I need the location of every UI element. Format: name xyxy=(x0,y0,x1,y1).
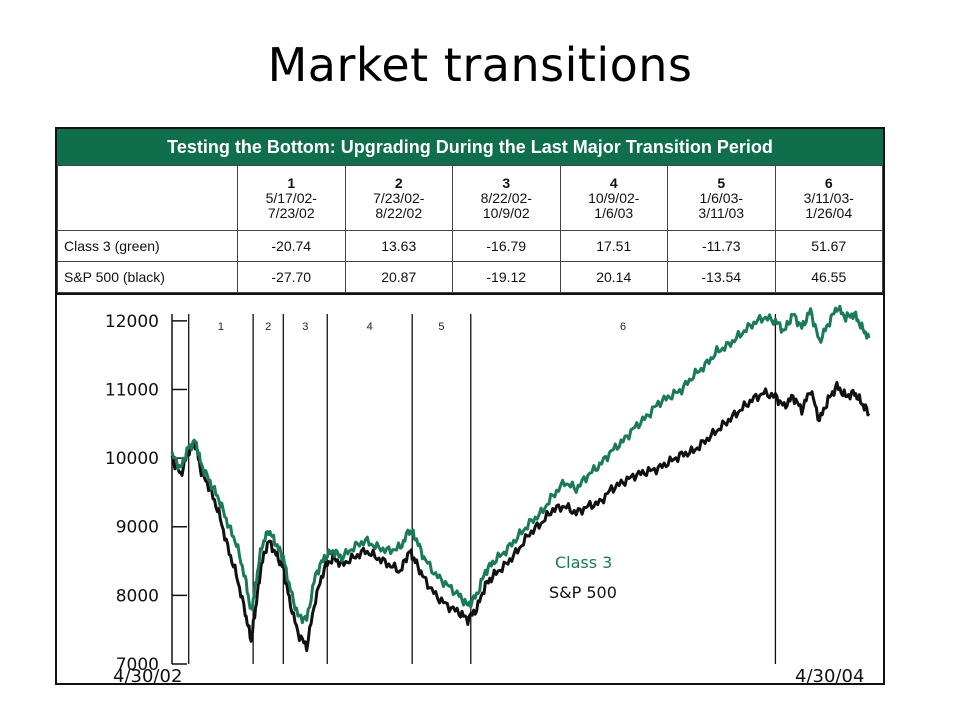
period-start: 1/6/03- xyxy=(699,189,744,206)
table-cell: -19.12 xyxy=(452,261,561,293)
table-cell: 20.87 xyxy=(344,261,453,293)
annotation-class3: Class 3 xyxy=(555,553,612,572)
period-number: 6 xyxy=(824,174,833,191)
period-end: 1/26/04 xyxy=(805,204,853,221)
table-cell: 13.63 xyxy=(344,230,453,262)
period-number: 1 xyxy=(287,174,296,191)
y-tick-label: 12000 xyxy=(105,312,159,332)
period-3-header: 3 8/22/02- 10/9/02 xyxy=(452,165,561,231)
y-tick-label: 8000 xyxy=(116,586,159,606)
table-cell: 17.51 xyxy=(559,230,668,262)
table-cell: 46.55 xyxy=(774,261,883,293)
period-6-header: 6 3/11/03- 1/26/04 xyxy=(774,165,883,231)
period-end: 10/9/02 xyxy=(482,204,530,221)
y-tick-label: 10000 xyxy=(105,449,159,469)
y-tick-label: 9000 xyxy=(116,518,159,538)
line-chart: 7000 8000 9000 10000 11000 12000 1 2 3 4 5 6 Class… xyxy=(55,293,885,684)
period-4-header: 4 10/9/02- 1/6/03 xyxy=(559,165,668,231)
period-5-header: 5 1/6/03- 3/11/03 xyxy=(667,165,776,231)
period-2-header: 2 7/23/02- 8/22/02 xyxy=(344,165,453,231)
table-banner: Testing the Bottom: Upgrading During the… xyxy=(57,129,883,165)
series-line-class3 xyxy=(170,304,871,625)
period-start: 5/17/02- xyxy=(265,189,317,206)
annotation-sp500: S&P 500 xyxy=(549,583,617,602)
period-start: 3/11/03- xyxy=(803,189,854,206)
period-end: 1/6/03 xyxy=(594,204,634,221)
period-1-header: 1 5/17/02- 7/23/02 xyxy=(237,165,346,231)
period-number: 2 xyxy=(394,174,403,191)
x-end-label: 4/30/04 xyxy=(795,666,864,684)
transition-table: 1 5/17/02- 7/23/02 2 7/23/02- 8/22/02 3 8/22/… xyxy=(57,165,883,293)
table-cell: -11.73 xyxy=(667,230,776,262)
y-tick-label: 7000 xyxy=(116,655,159,675)
period-label: 1 xyxy=(218,321,224,333)
table-cell: 20.14 xyxy=(559,261,668,293)
period-start: 7/23/02- xyxy=(373,189,425,206)
period-label: 4 xyxy=(367,321,373,333)
table-cell: -20.74 xyxy=(237,230,346,262)
period-number: 3 xyxy=(502,174,511,191)
period-end: 7/23/02 xyxy=(267,204,315,221)
table-cell: -27.70 xyxy=(237,261,346,293)
period-end: 3/11/03 xyxy=(698,204,745,221)
table-cell: -13.54 xyxy=(667,261,776,293)
period-header-row: 1 5/17/02- 7/23/02 2 7/23/02- 8/22/02 3 8/22/… xyxy=(57,165,883,231)
period-label: 5 xyxy=(438,321,444,333)
row-label: S&P 500 (black) xyxy=(57,261,238,293)
y-tick-label: 11000 xyxy=(105,380,159,400)
period-number: 4 xyxy=(609,174,618,191)
period-start: 10/9/02- xyxy=(588,189,640,206)
table-cell: 51.67 xyxy=(774,230,883,262)
period-label: 3 xyxy=(302,321,308,333)
table-cell: -16.79 xyxy=(452,230,561,262)
x-start-label: 4/30/02 xyxy=(113,666,182,684)
period-start: 8/22/02- xyxy=(480,189,532,206)
row-label: Class 3 (green) xyxy=(57,230,238,262)
period-label: 2 xyxy=(265,321,271,333)
period-label: 6 xyxy=(620,321,626,333)
period-number: 5 xyxy=(717,174,726,191)
empty-corner-cell xyxy=(57,165,238,231)
series-line-sp500 xyxy=(170,381,871,653)
slide-title: Market transitions xyxy=(267,38,693,92)
table-row-sp500: S&P 500 (black) -27.70 20.87 -19.12 20.1… xyxy=(57,261,883,293)
table-row-class3: Class 3 (green) -20.74 13.63 -16.79 17.5… xyxy=(57,230,883,262)
period-end: 8/22/02 xyxy=(375,204,423,221)
